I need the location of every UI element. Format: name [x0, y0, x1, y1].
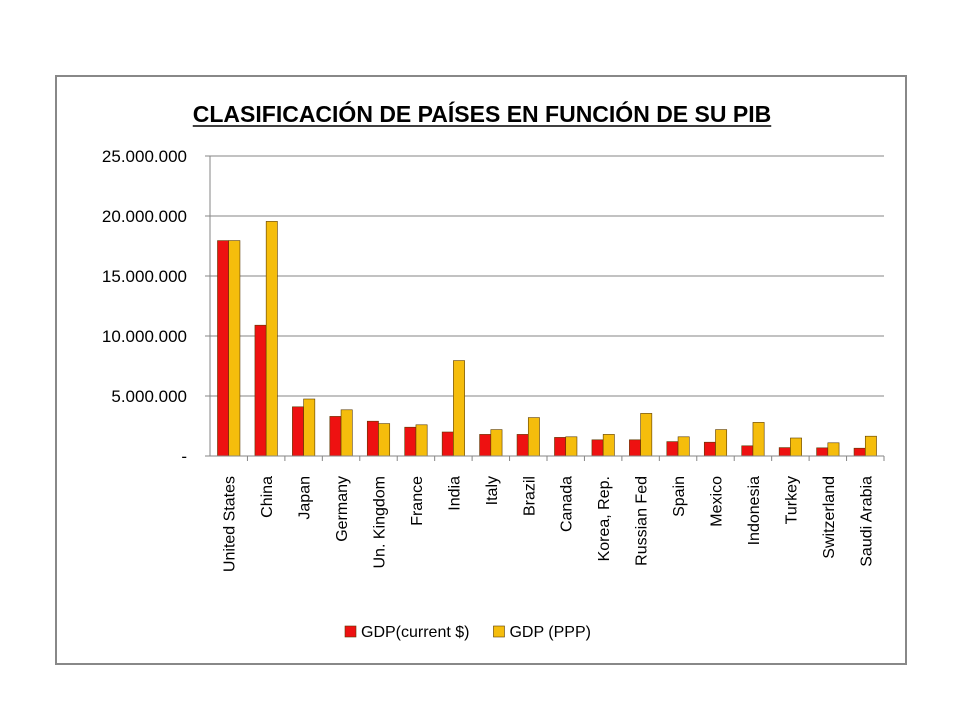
x-category-label: Spain [671, 476, 688, 517]
x-category-label: Japan [297, 476, 314, 520]
x-category-label: Mexico [709, 476, 726, 527]
x-category-label: China [259, 476, 276, 518]
bar-gdp-ppp [677, 436, 690, 457]
bar-gdp-ppp [864, 435, 877, 457]
bar-gdp-current [516, 434, 529, 457]
bar-gdp-ppp [640, 413, 653, 457]
x-category-label: Russian Fed [634, 476, 651, 566]
bar-gdp-ppp [303, 398, 316, 457]
y-tick-label: 5.000.000 [111, 387, 187, 406]
bars [217, 221, 877, 457]
bar-gdp-current [741, 445, 754, 457]
y-tick-label: 20.000.000 [102, 207, 187, 226]
y-tick-label: 15.000.000 [102, 267, 187, 286]
x-category-label: Saudi Arabia [858, 476, 875, 567]
y-tick-label: 25.000.000 [102, 147, 187, 166]
bar-gdp-current [591, 439, 604, 457]
bar-gdp-ppp [490, 429, 503, 457]
bar-gdp-ppp [265, 221, 278, 457]
x-category-label: Canada [559, 476, 576, 532]
chart-title: CLASIFICACIÓN DE PAÍSES EN FUNCIÓN DE SU… [193, 100, 771, 127]
x-category-label: United States [222, 476, 239, 572]
bar-gdp-ppp [565, 436, 578, 457]
bar-gdp-current [441, 431, 454, 457]
chart-frame: CLASIFICACIÓN DE PAÍSES EN FUNCIÓN DE SU… [55, 75, 907, 665]
bar-gdp-current [329, 416, 342, 457]
bar-gdp-current [254, 324, 267, 457]
bar-gdp-current [479, 434, 492, 457]
bar-gdp-current [666, 441, 679, 457]
bar-gdp-ppp [715, 429, 728, 457]
bar-chart: CLASIFICACIÓN DE PAÍSES EN FUNCIÓN DE SU… [102, 100, 885, 641]
x-category-label: Un. Kingdom [372, 476, 389, 569]
x-category-label: France [409, 476, 426, 526]
legend-swatch [493, 625, 505, 638]
gridlines [210, 155, 884, 397]
bar-gdp-ppp [752, 422, 765, 457]
y-axis-ticks: - 5.000.000 10.000.000 15.000.000 20.000.000… [102, 147, 210, 466]
x-category-label: Italy [484, 476, 501, 505]
x-category-label: Brazil [521, 476, 538, 516]
legend: GDP(current $) GDP (PPP) [344, 624, 591, 641]
bar-gdp-ppp [527, 417, 540, 457]
bar-gdp-current [778, 447, 791, 457]
bar-gdp-ppp [827, 442, 840, 457]
x-category-label: Germany [334, 476, 351, 542]
x-category-label: Indonesia [746, 476, 763, 545]
bar-gdp-current [217, 240, 230, 457]
legend-swatch [344, 625, 357, 638]
bar-gdp-ppp [453, 360, 465, 457]
bar-gdp-ppp [228, 240, 241, 457]
bar-gdp-current [404, 426, 417, 457]
bar-gdp-ppp [415, 424, 428, 457]
x-category-label: Turkey [783, 476, 800, 524]
bar-gdp-current [629, 439, 641, 457]
bar-gdp-current [554, 437, 567, 457]
legend-label: GDP(current $) [361, 624, 469, 641]
bar-gdp-current [816, 447, 829, 457]
x-category-label: Korea, Rep. [596, 476, 613, 561]
bar-gdp-current [703, 441, 716, 457]
x-category-label: India [446, 476, 463, 511]
y-tick-label: - [181, 447, 187, 466]
x-category-label: Switzerland [821, 476, 838, 559]
bar-gdp-ppp [378, 423, 391, 457]
bar-gdp-current [292, 406, 304, 457]
bar-gdp-current [853, 447, 866, 457]
y-tick-label: 10.000.000 [102, 327, 187, 346]
legend-label: GDP (PPP) [509, 624, 591, 641]
bar-gdp-current [366, 420, 379, 457]
bar-gdp-ppp [790, 437, 802, 457]
bar-gdp-ppp [602, 434, 615, 457]
axes [209, 156, 885, 461]
bar-gdp-ppp [340, 409, 353, 457]
x-axis-labels: United States China Japan Germany Un. Kingdo… [222, 476, 876, 572]
